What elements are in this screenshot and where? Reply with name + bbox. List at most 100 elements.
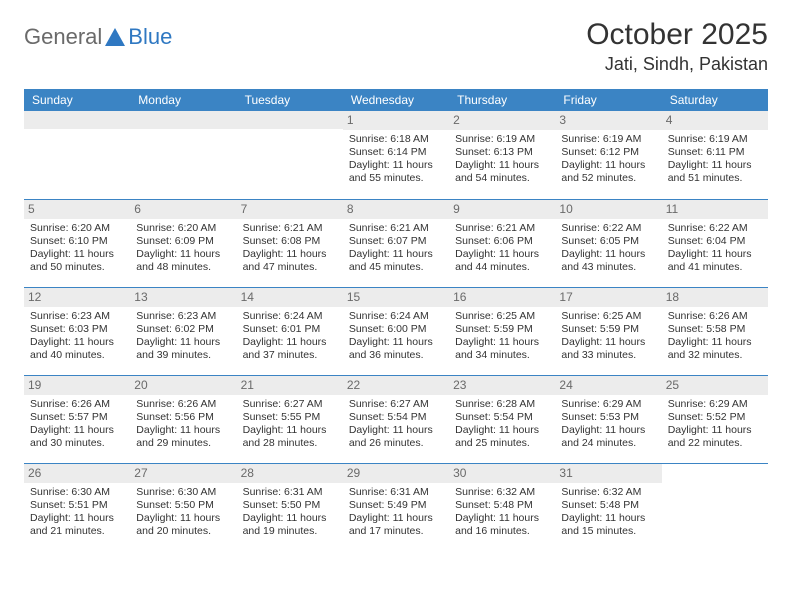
day-number: 18 [662,288,768,307]
daylight-line: Daylight: 11 hours and 41 minutes. [668,248,762,274]
sunrise-line: Sunrise: 6:22 AM [668,222,762,235]
calendar-row: 19Sunrise: 6:26 AMSunset: 5:57 PMDayligh… [24,375,768,463]
day-number: 12 [24,288,130,307]
sunset-line: Sunset: 5:50 PM [243,499,337,512]
sunset-line: Sunset: 6:00 PM [349,323,443,336]
sunrise-line: Sunrise: 6:22 AM [561,222,655,235]
daylight-line: Daylight: 11 hours and 52 minutes. [561,159,655,185]
daylight-line: Daylight: 11 hours and 50 minutes. [30,248,124,274]
sunset-line: Sunset: 5:48 PM [561,499,655,512]
calendar-cell: 20Sunrise: 6:26 AMSunset: 5:56 PMDayligh… [130,375,236,463]
day-number: 26 [24,464,130,483]
calendar-row: 1Sunrise: 6:18 AMSunset: 6:14 PMDaylight… [24,111,768,199]
sunrise-line: Sunrise: 6:25 AM [561,310,655,323]
daylight-line: Daylight: 11 hours and 36 minutes. [349,336,443,362]
calendar-cell [237,111,343,199]
sunrise-line: Sunrise: 6:24 AM [349,310,443,323]
weekday-row: SundayMondayTuesdayWednesdayThursdayFrid… [24,89,768,111]
calendar-cell: 22Sunrise: 6:27 AMSunset: 5:54 PMDayligh… [343,375,449,463]
sunset-line: Sunset: 6:12 PM [561,146,655,159]
daylight-line: Daylight: 11 hours and 17 minutes. [349,512,443,538]
sunrise-line: Sunrise: 6:26 AM [30,398,124,411]
sunset-line: Sunset: 5:48 PM [455,499,549,512]
daylight-line: Daylight: 11 hours and 22 minutes. [668,424,762,450]
calendar-head: SundayMondayTuesdayWednesdayThursdayFrid… [24,89,768,111]
sunrise-line: Sunrise: 6:27 AM [243,398,337,411]
sunrise-line: Sunrise: 6:18 AM [349,133,443,146]
day-number: 29 [343,464,449,483]
day-number: 5 [24,200,130,219]
calendar-cell: 9Sunrise: 6:21 AMSunset: 6:06 PMDaylight… [449,199,555,287]
sunrise-line: Sunrise: 6:32 AM [455,486,549,499]
sunset-line: Sunset: 5:49 PM [349,499,443,512]
weekday-header: Tuesday [237,89,343,111]
calendar-cell: 21Sunrise: 6:27 AMSunset: 5:55 PMDayligh… [237,375,343,463]
calendar-cell: 19Sunrise: 6:26 AMSunset: 5:57 PMDayligh… [24,375,130,463]
sunset-line: Sunset: 6:08 PM [243,235,337,248]
sunrise-line: Sunrise: 6:30 AM [30,486,124,499]
daylight-line: Daylight: 11 hours and 34 minutes. [455,336,549,362]
calendar-cell: 14Sunrise: 6:24 AMSunset: 6:01 PMDayligh… [237,287,343,375]
calendar-cell: 26Sunrise: 6:30 AMSunset: 5:51 PMDayligh… [24,463,130,551]
calendar-cell: 23Sunrise: 6:28 AMSunset: 5:54 PMDayligh… [449,375,555,463]
calendar-cell: 25Sunrise: 6:29 AMSunset: 5:52 PMDayligh… [662,375,768,463]
sunrise-line: Sunrise: 6:20 AM [30,222,124,235]
logo-text-blue: Blue [128,24,172,50]
sunrise-line: Sunrise: 6:28 AM [455,398,549,411]
calendar-cell: 29Sunrise: 6:31 AMSunset: 5:49 PMDayligh… [343,463,449,551]
sunset-line: Sunset: 5:58 PM [668,323,762,336]
daylight-line: Daylight: 11 hours and 47 minutes. [243,248,337,274]
calendar-cell: 18 Sunrise: 6:26 AMSunset: 5:58 PMDayligh… [662,287,768,375]
calendar-cell: 10Sunrise: 6:22 AMSunset: 6:05 PMDayligh… [555,199,661,287]
daylight-line: Daylight: 11 hours and 44 minutes. [455,248,549,274]
sunset-line: Sunset: 6:10 PM [30,235,124,248]
empty-day-strip [24,111,130,129]
logo: General Blue [24,18,172,50]
title-block: October 2025 Jati, Sindh, Pakistan [586,18,768,75]
daylight-line: Daylight: 11 hours and 21 minutes. [30,512,124,538]
sunset-line: Sunset: 6:04 PM [668,235,762,248]
sunrise-line: Sunrise: 6:26 AM [668,310,762,323]
daylight-line: Daylight: 11 hours and 29 minutes. [136,424,230,450]
sunrise-line: Sunrise: 6:19 AM [668,133,762,146]
day-number: 16 [449,288,555,307]
daylight-line: Daylight: 11 hours and 40 minutes. [30,336,124,362]
day-number: 28 [237,464,343,483]
daylight-line: Daylight: 11 hours and 55 minutes. [349,159,443,185]
sunrise-line: Sunrise: 6:20 AM [136,222,230,235]
day-number: 1 [343,111,449,130]
calendar-row: 12Sunrise: 6:23 AMSunset: 6:03 PMDayligh… [24,287,768,375]
daylight-line: Daylight: 11 hours and 33 minutes. [561,336,655,362]
calendar-cell: 7Sunrise: 6:21 AMSunset: 6:08 PMDaylight… [237,199,343,287]
calendar-row: 26Sunrise: 6:30 AMSunset: 5:51 PMDayligh… [24,463,768,551]
calendar-cell: 30Sunrise: 6:32 AMSunset: 5:48 PMDayligh… [449,463,555,551]
daylight-line: Daylight: 11 hours and 26 minutes. [349,424,443,450]
sunset-line: Sunset: 6:03 PM [30,323,124,336]
page-header: General Blue October 2025 Jati, Sindh, P… [24,18,768,75]
daylight-line: Daylight: 11 hours and 32 minutes. [668,336,762,362]
sunset-line: Sunset: 6:01 PM [243,323,337,336]
daylight-line: Daylight: 11 hours and 19 minutes. [243,512,337,538]
calendar-cell: 2Sunrise: 6:19 AMSunset: 6:13 PMDaylight… [449,111,555,199]
weekday-header: Wednesday [343,89,449,111]
empty-day-strip [237,111,343,129]
sunrise-line: Sunrise: 6:19 AM [561,133,655,146]
daylight-line: Daylight: 11 hours and 43 minutes. [561,248,655,274]
weekday-header: Thursday [449,89,555,111]
calendar-cell: 13Sunrise: 6:23 AMSunset: 6:02 PMDayligh… [130,287,236,375]
sunrise-line: Sunrise: 6:23 AM [30,310,124,323]
day-number: 31 [555,464,661,483]
calendar-cell: 17Sunrise: 6:25 AMSunset: 5:59 PMDayligh… [555,287,661,375]
day-number: 20 [130,376,236,395]
sunrise-line: Sunrise: 6:30 AM [136,486,230,499]
weekday-header: Friday [555,89,661,111]
sunset-line: Sunset: 6:11 PM [668,146,762,159]
daylight-line: Daylight: 11 hours and 15 minutes. [561,512,655,538]
day-number: 9 [449,200,555,219]
calendar-cell: 16Sunrise: 6:25 AMSunset: 5:59 PMDayligh… [449,287,555,375]
sunrise-line: Sunrise: 6:31 AM [243,486,337,499]
calendar-cell [24,111,130,199]
sunrise-line: Sunrise: 6:19 AM [455,133,549,146]
daylight-line: Daylight: 11 hours and 39 minutes. [136,336,230,362]
weekday-header: Sunday [24,89,130,111]
